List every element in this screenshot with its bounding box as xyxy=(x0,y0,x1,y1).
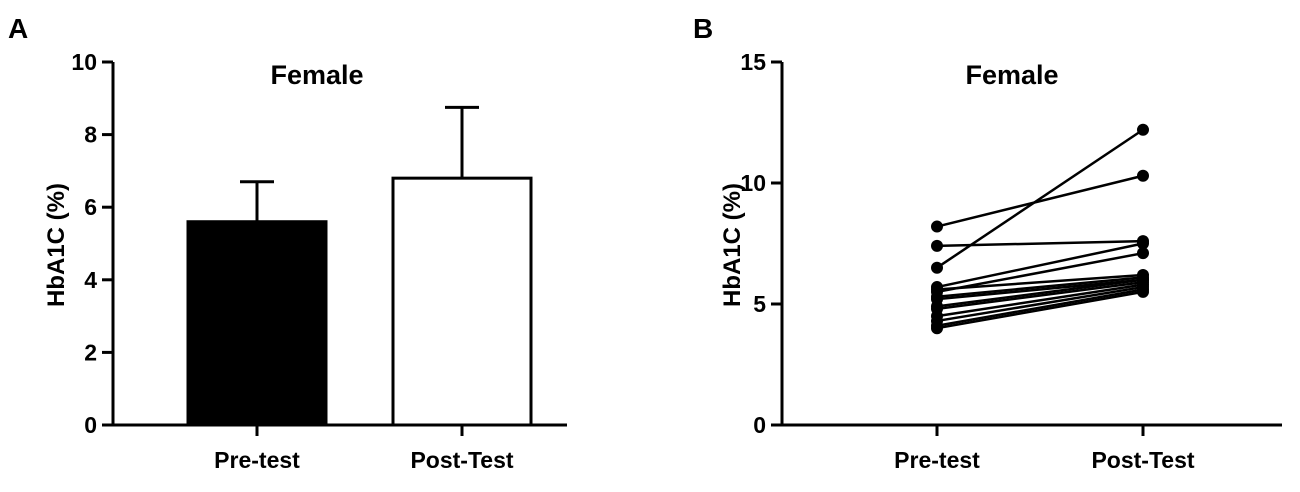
panel-b: B Female HbA1C (%) 0 5 10 15 Pre-test Post-T… xyxy=(693,13,1282,473)
subject-line xyxy=(936,242,1144,289)
paired-lines xyxy=(931,123,1149,335)
post-test-point xyxy=(1137,285,1149,298)
y-axis-label-b: HbA1C (%) xyxy=(719,183,746,307)
subject-line xyxy=(936,276,1144,298)
post-test-point xyxy=(1137,247,1149,260)
subject-line xyxy=(936,273,1144,291)
pre-test-point xyxy=(931,220,943,233)
x-tick-label: Post-Test xyxy=(410,447,513,473)
y-ticks-b: 0 5 10 15 xyxy=(740,49,782,438)
y-tick-label: 10 xyxy=(71,49,97,75)
panel-label-a: A xyxy=(8,13,28,44)
subject-line xyxy=(936,288,1144,328)
post-test-point xyxy=(1137,123,1149,136)
subject-line xyxy=(936,285,1144,323)
chart-title-b: Female xyxy=(965,60,1058,90)
x-tick-label: Pre-test xyxy=(894,447,980,473)
y-tick-label: 15 xyxy=(740,49,766,75)
pre-test-point xyxy=(931,239,943,252)
x-ticks-b: Pre-test Post-Test xyxy=(894,425,1195,473)
y-tick-label: 5 xyxy=(753,291,766,317)
x-tick-label: Pre-test xyxy=(214,447,300,473)
subject-line xyxy=(936,251,1144,294)
subject-line xyxy=(936,280,1144,311)
pre-test-point xyxy=(931,322,943,335)
bar-series xyxy=(186,105,533,427)
post-test-point xyxy=(1137,237,1149,250)
x-tick-label: Post-Test xyxy=(1091,447,1194,473)
y-axis-label-a: HbA1C (%) xyxy=(43,183,70,307)
subject-line xyxy=(936,239,1144,248)
panel-label-b: B xyxy=(693,13,713,44)
y-tick-label: 4 xyxy=(84,267,97,293)
y-tick-label: 10 xyxy=(740,170,766,196)
subject-line xyxy=(936,290,1144,330)
y-tick-label: 8 xyxy=(84,122,97,148)
y-tick-label: 0 xyxy=(84,412,97,438)
bar-pre-test xyxy=(186,220,328,427)
subject-line xyxy=(936,283,1144,318)
post-test-point xyxy=(1137,169,1149,182)
chart-title-a: Female xyxy=(270,60,363,90)
y-tick-label: 2 xyxy=(84,339,97,365)
subject-line xyxy=(936,128,1144,269)
x-ticks-a: Pre-test Post-Test xyxy=(214,425,514,473)
subject-line xyxy=(936,174,1144,228)
panel-a: A Female HbA1C (%) 0 2 4 6 8 10 Pre-test Post-… xyxy=(8,13,567,473)
y-tick-label: 6 xyxy=(84,194,97,220)
y-ticks-a: 0 2 4 6 8 10 xyxy=(71,49,113,438)
subject-line xyxy=(936,278,1144,308)
y-tick-label: 0 xyxy=(753,412,766,438)
bar-post-test xyxy=(391,176,533,427)
pre-test-point xyxy=(931,261,943,274)
